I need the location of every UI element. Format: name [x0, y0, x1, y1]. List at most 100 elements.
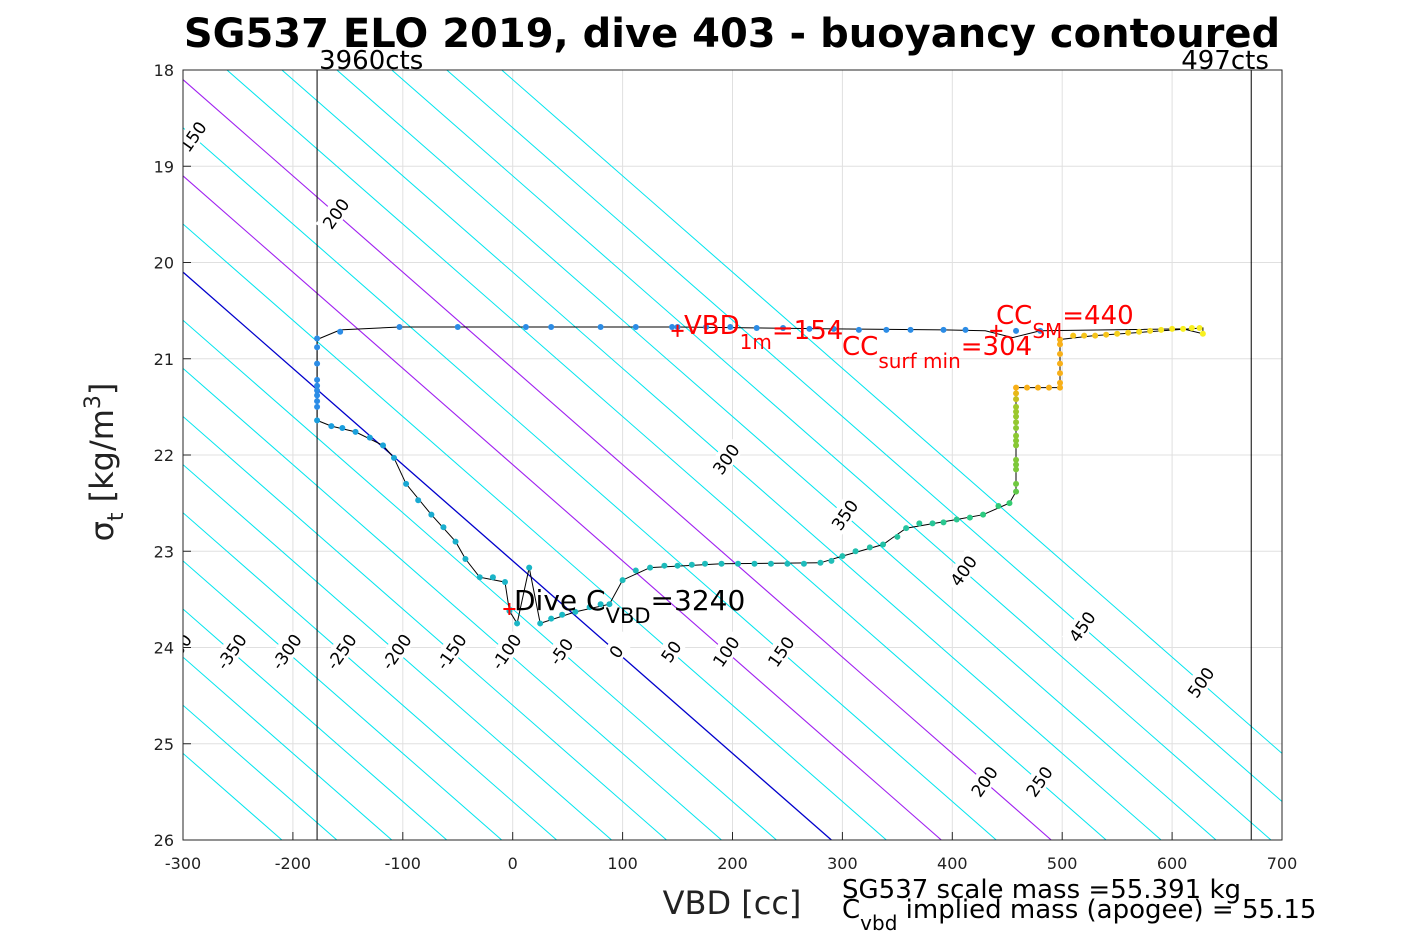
contour--300	[183, 560, 503, 840]
dive-c-vbd-sub: VBD	[606, 604, 651, 628]
y-axis-label-main: [kg/m	[83, 409, 121, 512]
data-point	[784, 560, 791, 567]
contour-450	[446, 70, 1282, 803]
contour-500	[501, 70, 1282, 755]
x-tick-label: 700	[1267, 854, 1298, 873]
data-point	[1046, 384, 1053, 391]
contour-50	[183, 223, 887, 840]
y-axis-label-sub: t	[104, 512, 129, 521]
contour-label-right-bg	[943, 548, 983, 593]
contour-label-top-text: 0	[18, 127, 41, 147]
data-point	[632, 567, 639, 574]
data-point	[1103, 331, 1110, 338]
y-tick-label: 22	[154, 446, 174, 465]
x-tick-label: 200	[717, 854, 748, 873]
data-point	[1013, 384, 1020, 391]
contour--350	[183, 608, 448, 840]
data-point	[688, 561, 695, 568]
data-point	[1125, 329, 1132, 336]
data-point	[767, 560, 774, 567]
y-axis-label-sym: σ	[83, 521, 121, 541]
data-point	[1013, 327, 1020, 334]
contour-label-bottom-bg	[430, 629, 471, 674]
data-point	[606, 601, 613, 608]
data-point	[1057, 379, 1064, 386]
data-point	[966, 514, 973, 521]
data-point	[559, 611, 566, 618]
vbd-1m-pre: VBD	[684, 311, 740, 341]
contour-label-top: 0	[8, 114, 49, 159]
contour-label-top-bg	[8, 114, 47, 158]
data-point	[1024, 384, 1031, 391]
data-point	[440, 524, 447, 531]
data-point	[883, 326, 890, 333]
contour--150	[183, 415, 667, 840]
data-point	[314, 417, 321, 424]
data-point	[396, 323, 403, 330]
red-plus-marker	[503, 603, 516, 615]
data-point	[980, 511, 987, 518]
data-point	[391, 454, 398, 461]
data-point	[1013, 461, 1020, 468]
vbd-1m-annotation: VBD1m=154	[684, 311, 843, 354]
data-point	[314, 392, 321, 399]
contour--50	[183, 319, 777, 840]
contour-label-bottom-bg	[1018, 758, 1059, 804]
x-tick-label: -300	[165, 854, 201, 873]
data-point	[314, 376, 321, 383]
annotations: VBD1m=154 CCsurf min=304 CCSM=440 Dive C…	[514, 301, 1134, 628]
data-point	[1196, 324, 1203, 331]
data-point	[929, 520, 936, 527]
contour-150	[183, 127, 997, 840]
data-point	[1013, 396, 1020, 403]
data-point	[800, 560, 807, 567]
data-point	[1013, 466, 1020, 473]
data-point	[526, 564, 533, 571]
red-plus-marker	[990, 324, 1003, 337]
implied-mass-pre: C	[842, 895, 860, 925]
contour-350	[336, 70, 1217, 840]
data-point	[352, 428, 359, 435]
data-point	[940, 326, 947, 333]
data-point	[597, 601, 604, 608]
data-point	[647, 564, 654, 571]
data-point	[462, 555, 469, 562]
contour-label-top-bg	[118, 114, 157, 158]
data-point	[452, 538, 459, 545]
x-tick-label: 400	[937, 854, 968, 873]
data-point	[1013, 480, 1020, 487]
contour-label-top-bg	[315, 191, 355, 236]
data-point	[537, 620, 544, 627]
data-point	[514, 620, 521, 627]
dive-c-vbd-pre: Dive C	[514, 584, 606, 617]
contour-label-bottom-bg	[650, 629, 691, 674]
data-point	[1136, 328, 1143, 335]
data-point	[780, 324, 787, 331]
data-point	[1057, 336, 1064, 343]
data-point	[1057, 360, 1064, 367]
data-point	[314, 360, 321, 367]
y-tick-label: 26	[154, 831, 174, 850]
contour-label-bottom-bg	[46, 629, 85, 673]
contour--100	[183, 367, 722, 840]
chart-title: SG537 ELO 2019, dive 403 - buoyancy cont…	[184, 11, 1280, 57]
data-point	[1035, 384, 1042, 391]
data-point	[669, 323, 676, 330]
data-point	[548, 615, 555, 622]
y-tick-label: 23	[154, 542, 174, 561]
contour-label-bottom-bg	[760, 629, 800, 674]
x-axis-label: VBD [cc]	[663, 884, 802, 922]
contour-label-bottom: 0	[595, 629, 636, 674]
data-point	[806, 325, 813, 332]
contour-label-bottom-bg	[376, 629, 416, 674]
data-point	[1188, 324, 1195, 331]
contour--250	[183, 512, 557, 840]
data-point	[328, 423, 335, 430]
data-point	[751, 560, 758, 567]
data-point	[619, 577, 626, 584]
data-point	[852, 548, 859, 555]
data-point	[1180, 325, 1187, 332]
data-point	[1199, 330, 1206, 337]
contour-label-top: 50	[63, 114, 104, 159]
data-point	[1006, 500, 1013, 507]
